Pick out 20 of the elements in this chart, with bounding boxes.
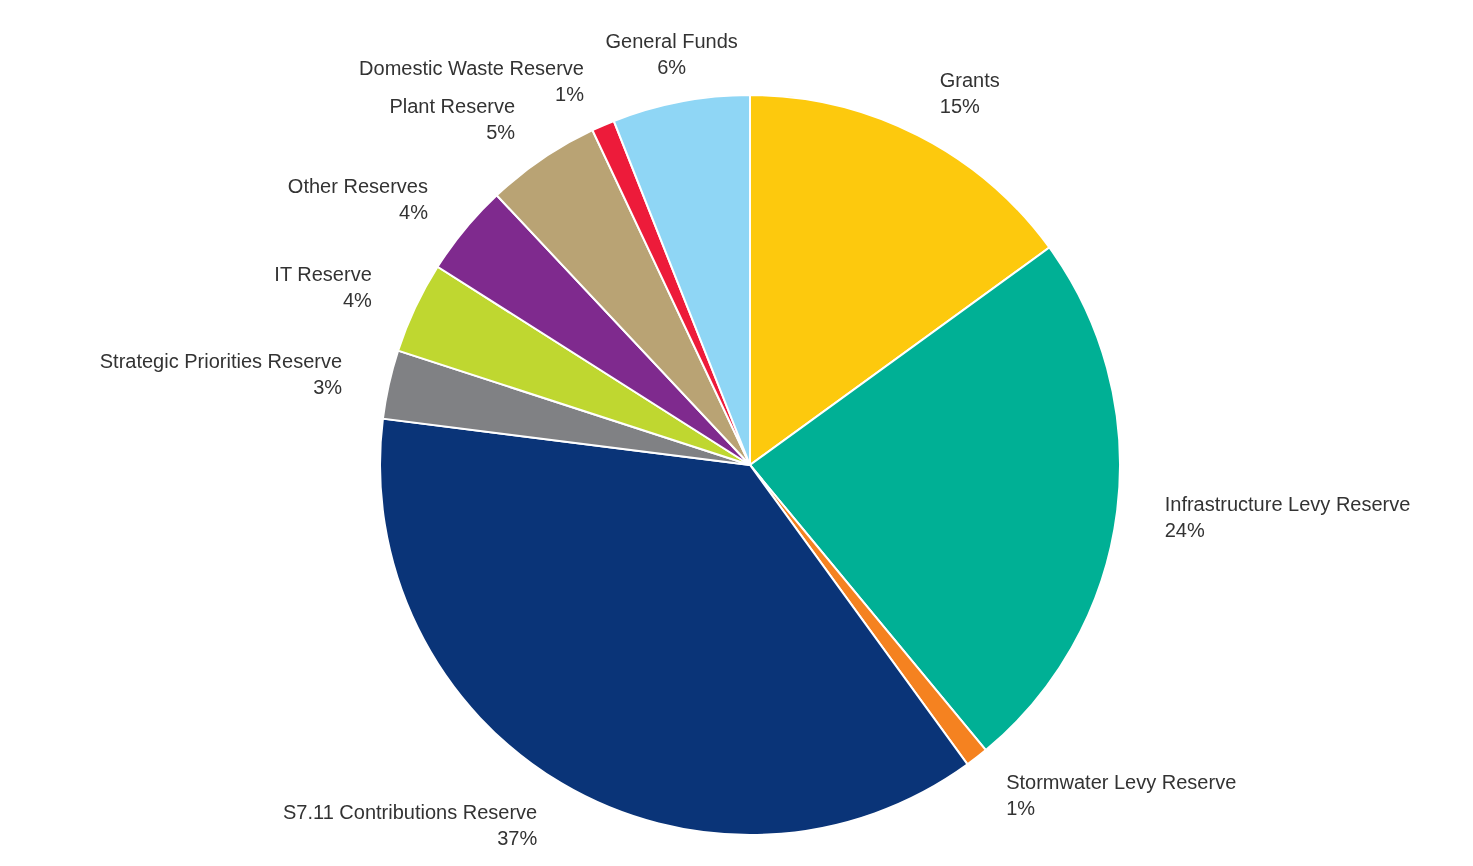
slice-label: Plant Reserve xyxy=(389,95,516,118)
data-label: 24% xyxy=(1164,519,1205,542)
data-label: 6% xyxy=(657,56,687,79)
data-label: 4% xyxy=(399,200,429,223)
slice-label: Strategic Priorities Reserve xyxy=(99,349,343,372)
data-label: 4% xyxy=(342,289,372,312)
data-label: 5% xyxy=(486,121,516,144)
slice-label: S7.11 Contributions Reserve xyxy=(283,800,538,823)
slice-label: Other Reserves xyxy=(287,174,428,197)
slice-label: Infrastructure Levy Reserve xyxy=(1164,493,1411,516)
data-label: 3% xyxy=(313,375,343,398)
data-label: 1% xyxy=(555,83,585,106)
slice-label: Grants xyxy=(939,68,1000,91)
slice-label: Stormwater Levy Reserve xyxy=(1006,771,1237,794)
slice-label: Domestic Waste Reserve xyxy=(359,57,584,80)
slice-label: General Funds xyxy=(605,30,738,53)
data-label: 15% xyxy=(939,94,981,117)
data-label: 37% xyxy=(497,826,538,849)
slice-label: IT Reserve xyxy=(274,263,372,286)
data-label: 1% xyxy=(1006,797,1036,820)
